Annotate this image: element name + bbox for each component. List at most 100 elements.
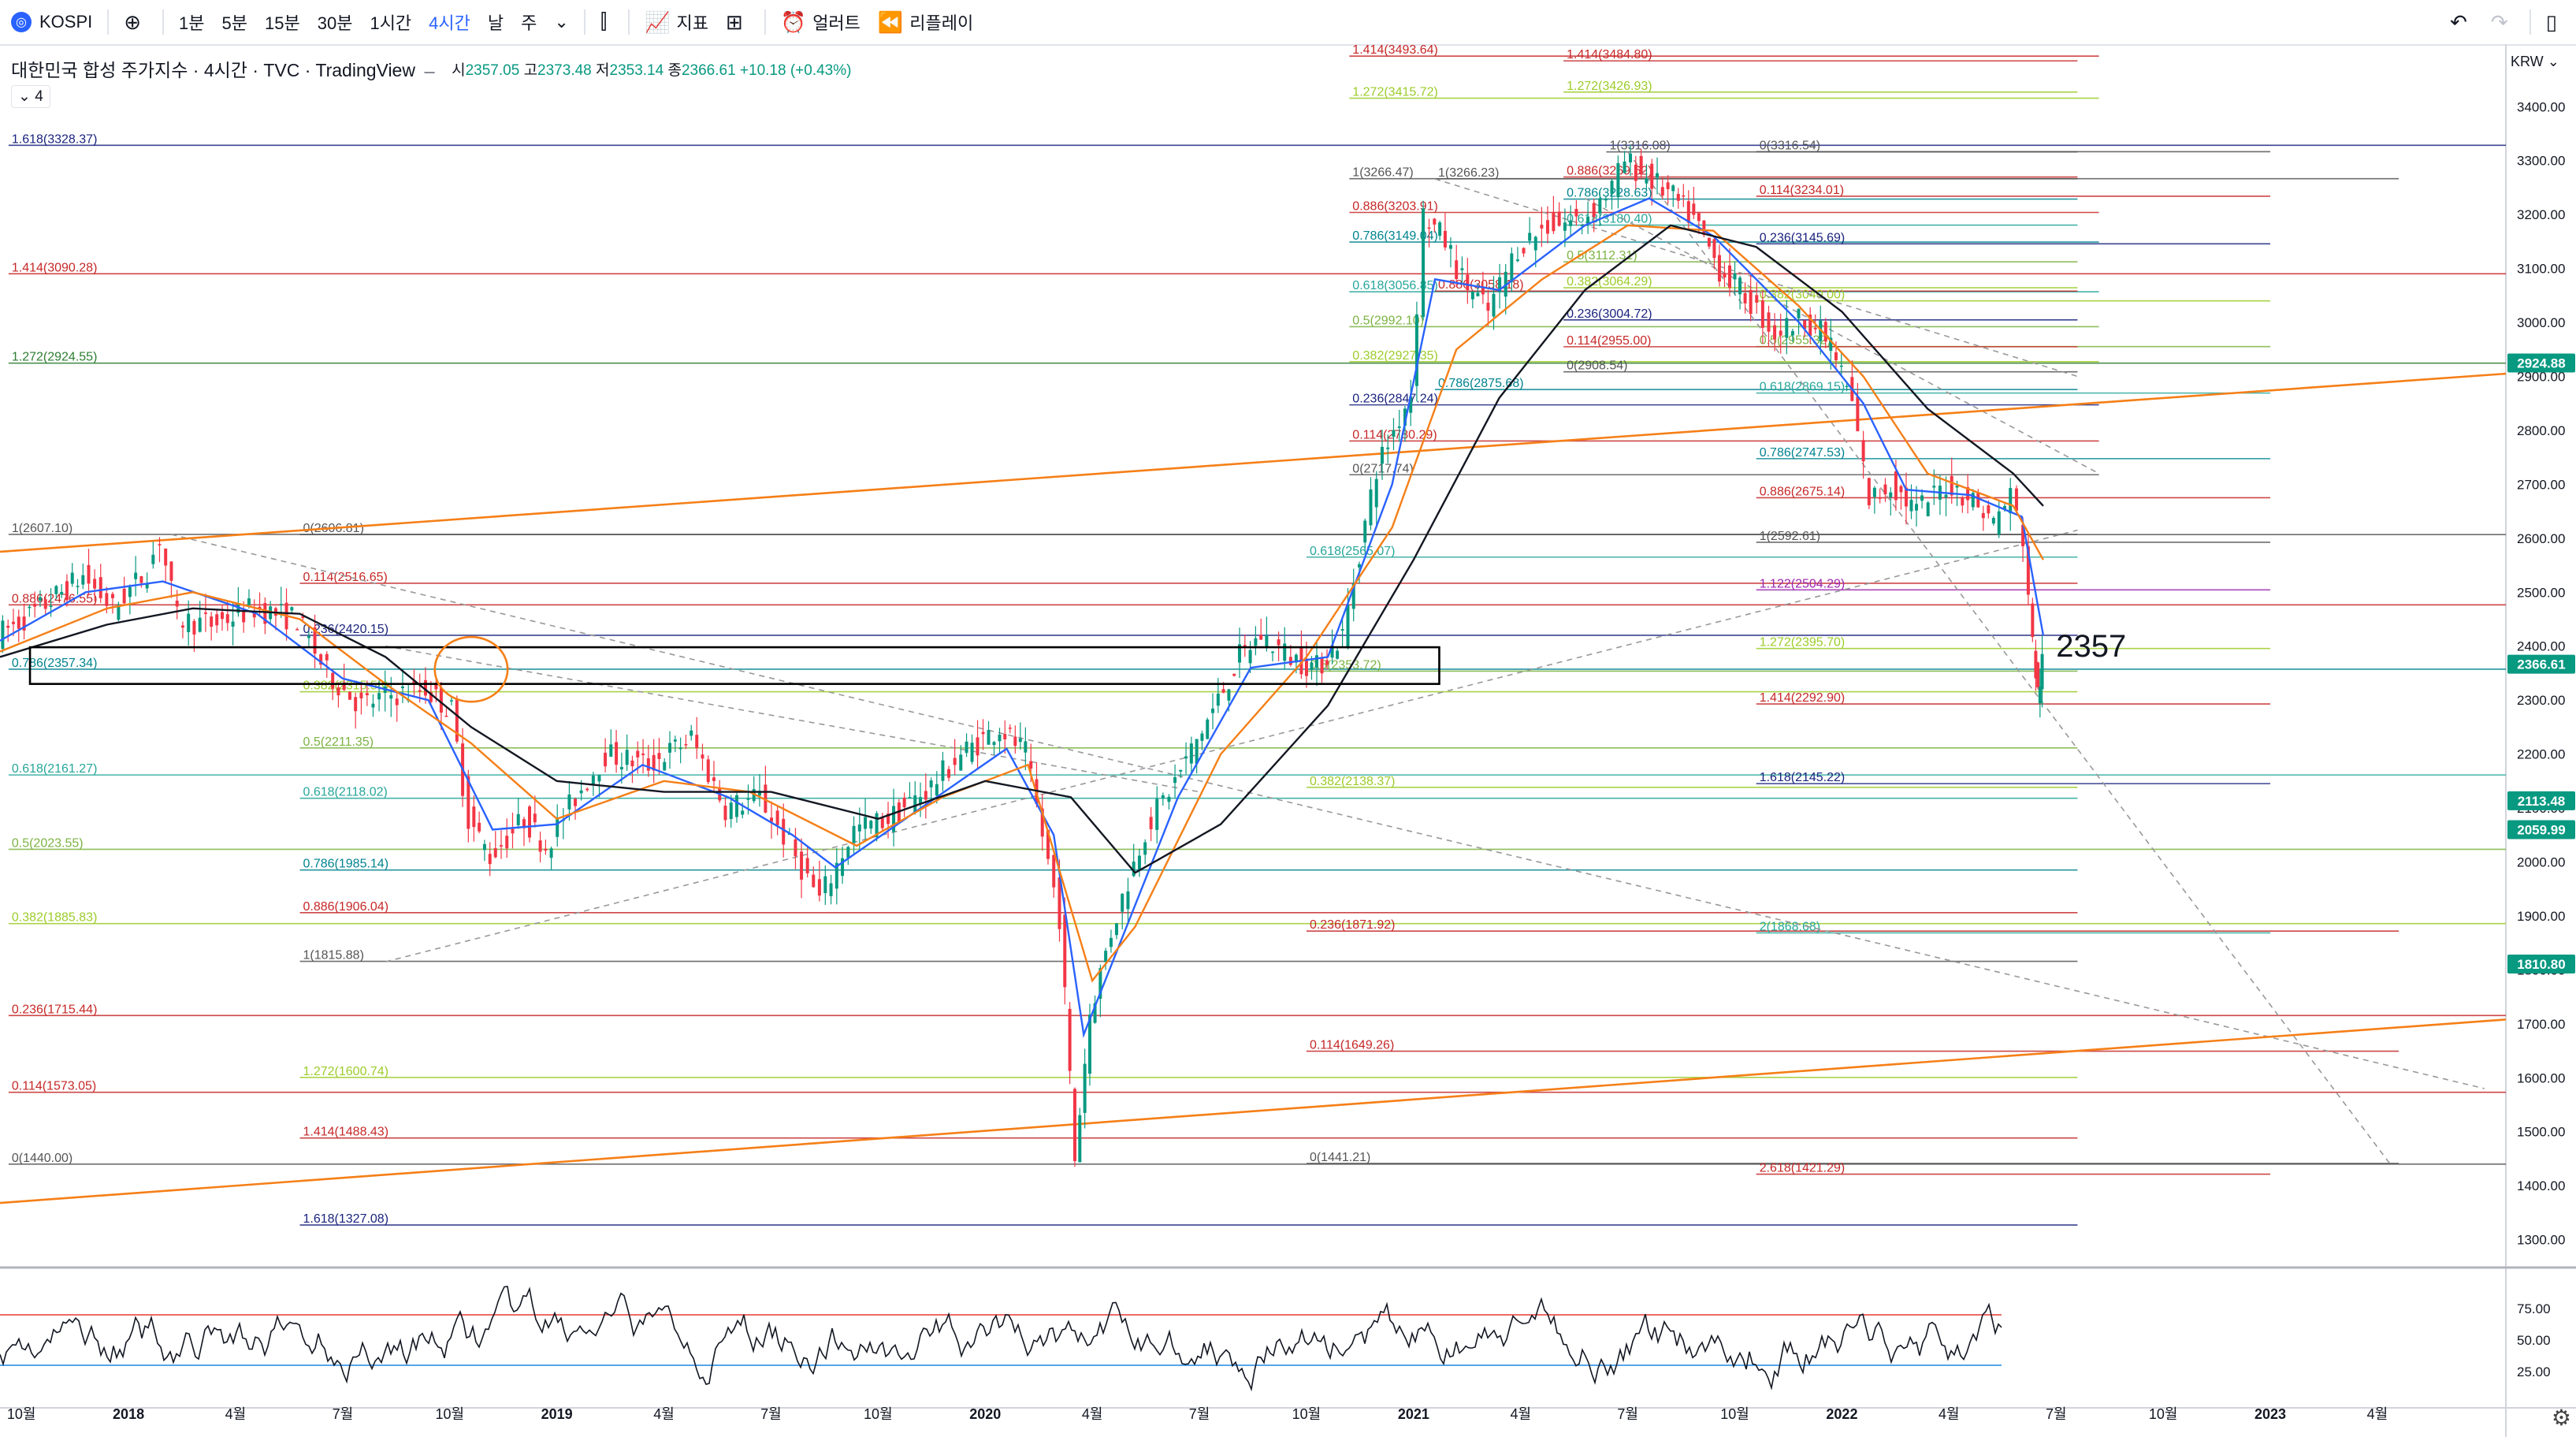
candle-body	[1137, 855, 1141, 871]
candle-body	[657, 753, 661, 759]
interval-4h[interactable]: 4시간	[429, 13, 470, 33]
candle-body	[701, 754, 704, 759]
candle-body	[924, 791, 927, 800]
candle-body	[1443, 230, 1447, 248]
interval-dropdown[interactable]: ⌄	[545, 0, 577, 44]
indicators-collapse-toggle[interactable]: ⌄ 4	[11, 85, 50, 108]
annotations[interactable]: 2357	[28, 629, 2126, 703]
price-axis-tick: 1400.00	[2517, 1178, 2565, 1193]
candle-body	[1161, 795, 1165, 799]
axis-separators	[0, 44, 2576, 1437]
fullscreen-button[interactable]: ▯	[2537, 0, 2576, 44]
interval-5m[interactable]: 5분	[221, 13, 248, 33]
indicators-button[interactable]: 📈 지표	[636, 0, 717, 44]
symbol-search-button[interactable]: ◎ KOSPI	[0, 0, 101, 44]
fib-level-label: 0.786(3149.04)	[1352, 229, 1438, 243]
interval-1m[interactable]: 1분	[179, 13, 205, 33]
candle-body	[1569, 220, 1573, 226]
candle-body	[139, 575, 143, 583]
candle-body	[1232, 673, 1236, 676]
candle-body	[1867, 478, 1871, 505]
candle-body	[1149, 817, 1153, 829]
candle-body	[919, 797, 923, 805]
candle-body	[28, 606, 32, 609]
candle-body	[1184, 756, 1188, 759]
interval-30m[interactable]: 30분	[317, 13, 353, 33]
fib-level-label: 0(2717.74)	[1352, 462, 1413, 475]
candle-body	[1374, 478, 1378, 508]
candle-body	[857, 824, 861, 832]
trend-lines[interactable]	[0, 151, 2507, 1204]
redo-button[interactable]: ↷	[2482, 0, 2523, 44]
candle-body	[741, 810, 745, 815]
fib-level-label: 0.618(2869.15)	[1760, 381, 1846, 394]
legend-title[interactable]: 대한민국 합성 주가지수 · 4시간 · TVC · TradingView	[11, 60, 415, 80]
candle-body	[1314, 655, 1318, 668]
candle-body	[852, 825, 856, 843]
high-value: 2373.48	[537, 61, 592, 79]
candle-body	[1692, 203, 1696, 215]
chevron-down-icon: ⌄	[554, 12, 569, 32]
symbol-label: KOSPI	[39, 12, 93, 32]
currency-selector[interactable]: KRW ⌄	[2511, 54, 2559, 70]
layouts-button[interactable]: ⊞	[717, 0, 758, 44]
candle-body	[1610, 181, 1614, 195]
interval-day[interactable]: 날	[487, 13, 504, 33]
candle-body	[1845, 385, 1849, 388]
candle-body	[597, 774, 601, 782]
legend-eye-icon[interactable]: ⚊	[422, 60, 437, 76]
candle-body	[817, 879, 821, 896]
interval-15m[interactable]: 15분	[265, 13, 300, 33]
alert-button[interactable]: ⏰ 얼러트	[772, 0, 869, 44]
chart-type-button[interactable]: ⫿	[592, 0, 622, 44]
candle-body	[1552, 212, 1556, 232]
price-tag-label: 2113.48	[2518, 794, 2566, 809]
candle-body	[1380, 446, 1384, 464]
candle-body	[493, 847, 497, 858]
candle-body	[423, 679, 427, 696]
price-axis-tick: 2200.00	[2517, 747, 2565, 762]
plus-circle-icon: ⊕	[124, 9, 142, 34]
candle-body	[959, 754, 963, 771]
candle-body	[449, 700, 453, 702]
fib-level-label: 0.618(2565.07)	[1310, 545, 1396, 558]
candle-body	[1987, 505, 1991, 514]
candle-body	[641, 753, 645, 755]
candle-body	[1179, 769, 1183, 772]
replay-button[interactable]: ⏪ 리플레이	[869, 0, 982, 44]
candle-body	[1492, 293, 1496, 317]
price-axis[interactable]: 1300.001400.001500.001600.001700.001800.…	[2517, 99, 2565, 1247]
candle-body	[887, 813, 890, 825]
candle-body	[1109, 937, 1113, 947]
candle-body	[2034, 650, 2038, 679]
undo-button[interactable]: ↶	[2441, 0, 2482, 44]
fib-level-label: 1(2592.61)	[1760, 530, 1820, 543]
candle-body	[800, 851, 804, 880]
price-chart[interactable]: 1.414(3493.64) 1.414(3484.80) 1.272(3415.7…	[0, 44, 2576, 1437]
interval-1h[interactable]: 1시간	[370, 13, 412, 33]
candle-body	[684, 744, 688, 746]
candle-body	[307, 635, 310, 638]
candle-body	[43, 599, 47, 609]
candle-body	[556, 817, 559, 837]
candle-body	[1259, 635, 1263, 640]
price-axis-tick: 2900.00	[2517, 370, 2565, 385]
candle-body	[1403, 408, 1407, 426]
candle-body	[734, 795, 738, 817]
interval-week[interactable]: 주	[521, 13, 537, 33]
compare-add-button[interactable]: ⊕	[115, 0, 156, 44]
fib-level-label: 0.382(2138.37)	[1310, 775, 1396, 788]
time-axis[interactable]: 10월 2018 4월 7월 10월 2019 4월 7월 10월 2020 4월 7월 10월 2021…	[7, 1406, 2388, 1422]
candle-body	[1058, 877, 1061, 929]
price-axis-tick: 2000.00	[2517, 855, 2565, 870]
candle-body	[729, 802, 733, 820]
candle-body	[1808, 315, 1812, 337]
candle-body	[1132, 862, 1136, 877]
candle-body	[439, 687, 443, 713]
time-axis-tick: 10월	[1720, 1406, 1749, 1422]
candle-body	[1336, 650, 1340, 659]
oscillator-pane[interactable]: 75.00 50.00 25.00	[0, 1286, 2551, 1392]
candle-body	[609, 744, 613, 757]
candle-body	[444, 715, 448, 717]
gear-icon[interactable]: ⚙	[2551, 1405, 2571, 1430]
